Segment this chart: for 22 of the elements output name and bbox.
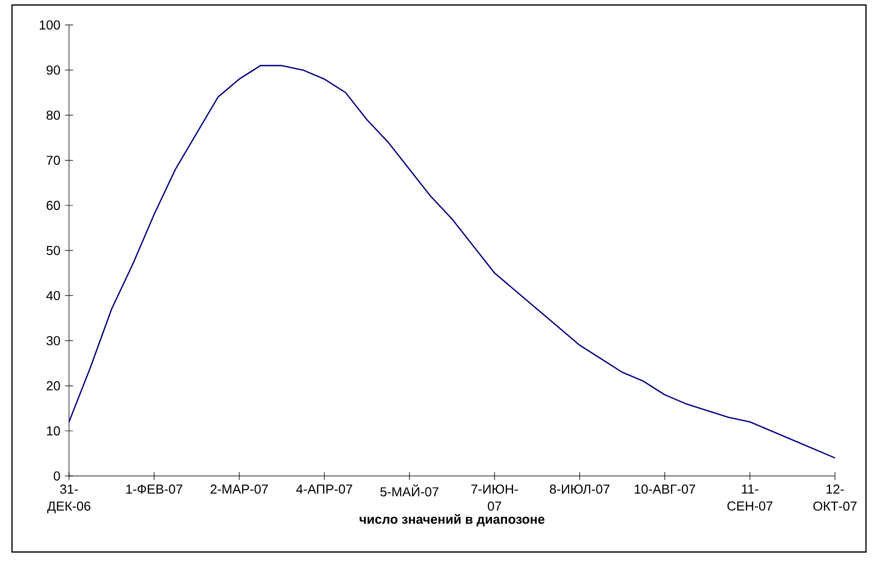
y-tick-label: 50 (46, 246, 60, 256)
y-tick-label: 10 (47, 426, 60, 436)
x-tick-label: 31-ДЕК-06 (47, 484, 90, 514)
x-tick-label: 11-СЕН-07 (727, 484, 772, 511)
x-tick-label: 1-ФЕВ-07 (126, 484, 182, 494)
x-tick-label: 8-ИЮЛ-07 (550, 484, 610, 494)
x-tick-label: 10-АВГ-07 (634, 484, 696, 494)
y-tick-label: 20 (46, 381, 60, 390)
x-tick-label: 2-МАР-07 (210, 484, 268, 494)
y-tick-label: 70 (46, 156, 60, 165)
x-tick-label: 12-ОКТ-07 (813, 484, 857, 511)
x-tick-label: 4-АПР-07 (296, 484, 352, 494)
x-tick-label: 7-ИЮН-07 (471, 484, 518, 511)
y-tick-label: 90 (46, 65, 60, 75)
x-axis-title: число значений в диапозоне (360, 514, 544, 526)
y-tick-label: 0 (54, 471, 60, 481)
y-tick-label: 80 (46, 110, 60, 120)
y-tick-label: 60 (46, 200, 60, 210)
x-tick-label: 5-МАЙ-07 (380, 484, 438, 496)
y-tick-label: 40 (46, 290, 60, 300)
y-tick-label: 30 (46, 336, 60, 346)
y-tick-label: 100 (40, 20, 60, 30)
